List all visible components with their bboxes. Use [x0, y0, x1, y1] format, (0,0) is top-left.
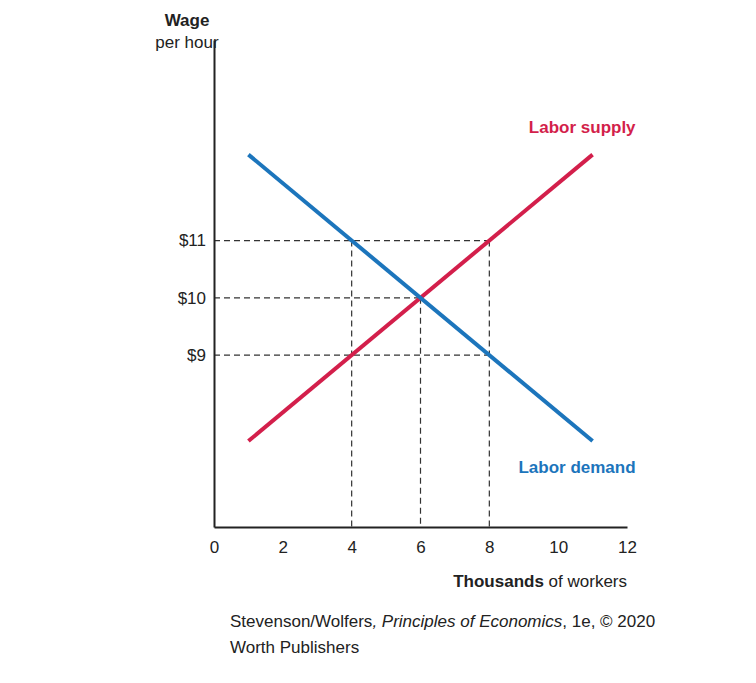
x-tick: 10 [549, 527, 568, 557]
guide-horizontal [214, 297, 421, 298]
chart: 0 2 4 6 8 10 12 $9 $10 $11 Wage per hour Thousands o… [0, 0, 756, 683]
x-axis-title: Thousands of workers [453, 572, 627, 591]
x-tick-label: 6 [416, 538, 425, 557]
y-axis-title: per hour [155, 33, 219, 52]
y-tick-label: $9 [187, 346, 206, 365]
y-tick: $9 [187, 346, 214, 365]
guide-vertical [420, 298, 421, 527]
y-tick: $10 [178, 289, 214, 308]
x-tick-label: 0 [210, 538, 219, 557]
guide-vertical [489, 241, 490, 527]
x-tick-label: 8 [485, 538, 494, 557]
y-axis-line [214, 41, 216, 528]
y-tick: $11 [179, 231, 214, 250]
x-tick-label: 2 [279, 538, 288, 557]
lines [248, 155, 592, 441]
y-tick-label: $11 [179, 231, 206, 250]
x-tick: 8 [485, 527, 494, 557]
x-tick: 4 [347, 527, 356, 557]
x-tick: 2 [279, 527, 288, 557]
x-tick: 6 [416, 527, 425, 557]
series-label: Labor supply [529, 118, 636, 137]
x-tick-label: 12 [618, 538, 637, 557]
series-line [248, 155, 592, 441]
y-axis-title: Wage [165, 11, 210, 30]
series-label: Labor demand [518, 458, 635, 477]
source: Stevenson/Wolfers, Principles of Economi… [230, 612, 655, 631]
x-tick: 0 [210, 527, 219, 557]
guide-vertical [351, 241, 352, 527]
y-axis: $9 $10 $11 [178, 41, 215, 528]
x-axis: 0 2 4 6 8 10 12 [210, 527, 637, 557]
series-line [248, 155, 592, 441]
x-tick-label: 4 [347, 538, 356, 557]
y-tick-label: $10 [178, 289, 206, 308]
x-tick: 12 [618, 527, 637, 557]
x-axis-line [215, 527, 628, 529]
source: Worth Publishers [230, 638, 359, 657]
x-tick-label: 10 [549, 538, 568, 557]
guides [214, 241, 489, 527]
